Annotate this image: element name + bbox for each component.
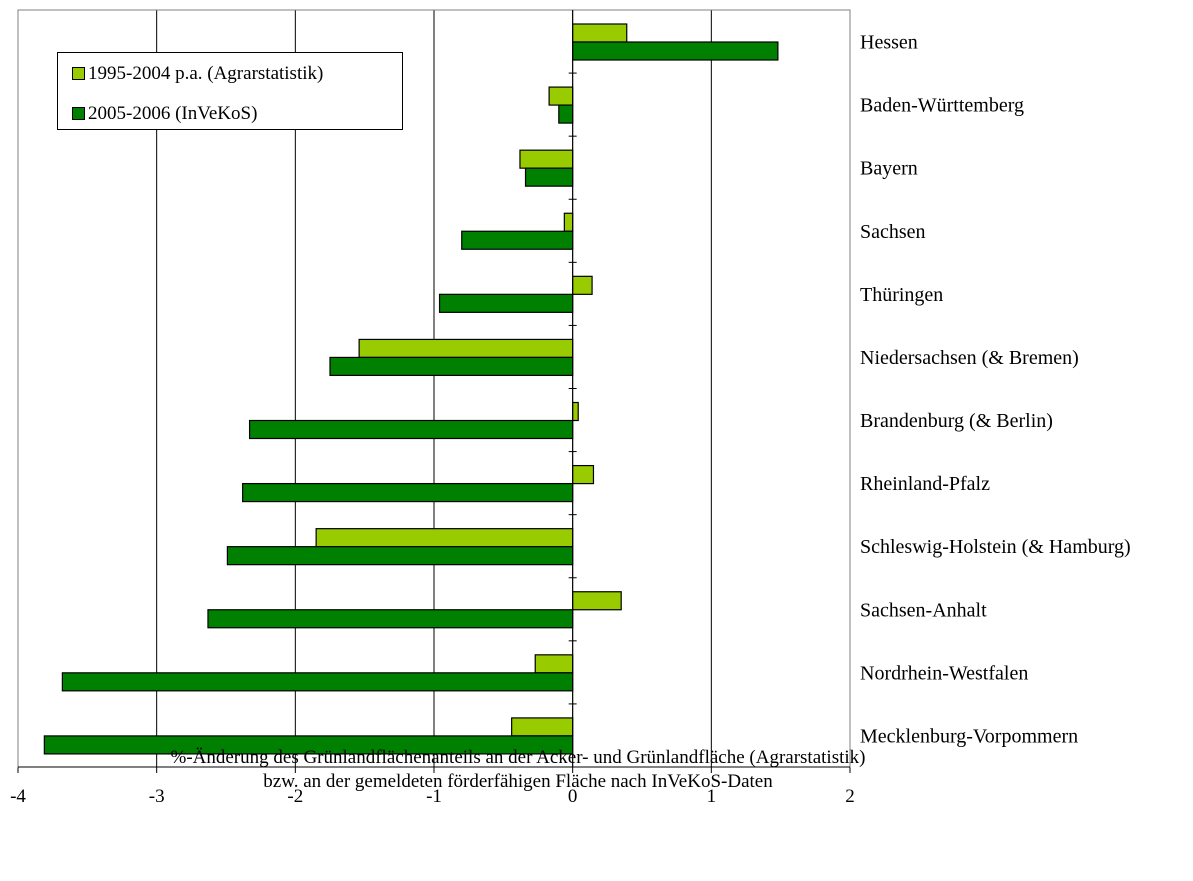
bar-series-1: [548, 86, 574, 106]
bar-series-1: [572, 591, 622, 611]
bar-series-2: [242, 482, 574, 503]
legend-item-series-1: 1995-2004 p.a. (Agrarstatistik): [72, 63, 324, 85]
tick-labels: -4 -3 -2 -1 0 1 2: [10, 786, 855, 807]
bar-series-2: [461, 230, 574, 250]
legend-item-series-2: 2005-2006 (InVeKoS): [72, 103, 258, 125]
x-tick-label: 2: [845, 786, 855, 807]
x-tick-label: -3: [149, 786, 165, 807]
category-label: Thüringen: [860, 284, 943, 306]
bar-series-1: [572, 464, 595, 485]
category-label: Bayern: [860, 158, 918, 180]
x-tick-label: -4: [10, 786, 26, 807]
x-tick-label: -1: [426, 786, 442, 807]
legend: 1995-2004 p.a. (Agrarstatistik) 2005-200…: [57, 52, 403, 130]
bar-series-1: [572, 275, 593, 295]
category-label: Schleswig-Holstein (& Hamburg): [860, 536, 1131, 558]
bar-series-1: [511, 717, 574, 737]
category-label: Rheinland-Pfalz: [860, 473, 990, 495]
bar-series-1: [358, 338, 574, 359]
bar-series-1: [572, 401, 579, 422]
category-label: Baden-Württemberg: [860, 95, 1024, 117]
bar-series-2: [558, 104, 574, 124]
category-label: Hessen: [860, 32, 918, 54]
x-axis-title-line-2: bzw. an der gemeldeten förderfähigen Flä…: [263, 771, 773, 792]
category-label: Brandenburg (& Berlin): [860, 410, 1053, 432]
bar-series-1: [563, 212, 574, 232]
legend-swatch-series-1: [72, 67, 85, 80]
bar-series-2: [524, 167, 574, 187]
bar-series-2: [572, 41, 779, 61]
bar-series-2: [207, 609, 574, 629]
category-label: Mecklenburg-Vorpommern: [860, 725, 1078, 747]
axes: [17, 9, 851, 773]
bar-series-2: [438, 293, 574, 313]
bars: [43, 23, 779, 755]
bar-series-2: [248, 419, 574, 440]
category-label: Sachsen: [860, 221, 926, 243]
x-tick-label: 0: [568, 786, 578, 807]
bar-series-1: [572, 23, 628, 43]
bar-series-1: [315, 528, 574, 548]
legend-swatch-series-2: [72, 107, 85, 120]
bar-series-1: [534, 654, 574, 674]
category-labels: Hessen Baden-Württemberg Bayern Sachsen Thür…: [860, 32, 1131, 748]
x-tick-label: 1: [707, 786, 717, 807]
x-axis-title-line-1: %-Änderung des Grünlandflächenanteils an…: [170, 747, 866, 768]
bar-series-2: [329, 356, 574, 377]
bar-series-2: [226, 546, 574, 566]
category-label: Niedersachsen (& Bremen): [860, 347, 1079, 369]
category-label: Nordrhein-Westfalen: [860, 662, 1028, 684]
bar-series-1: [519, 149, 574, 169]
legend-label-series-2: 2005-2006 (InVeKoS): [88, 103, 258, 124]
x-tick-label: -2: [287, 786, 303, 807]
bar-series-2: [61, 672, 574, 692]
category-label: Sachsen-Anhalt: [860, 599, 987, 621]
legend-label-series-1: 1995-2004 p.a. (Agrarstatistik): [88, 63, 324, 84]
